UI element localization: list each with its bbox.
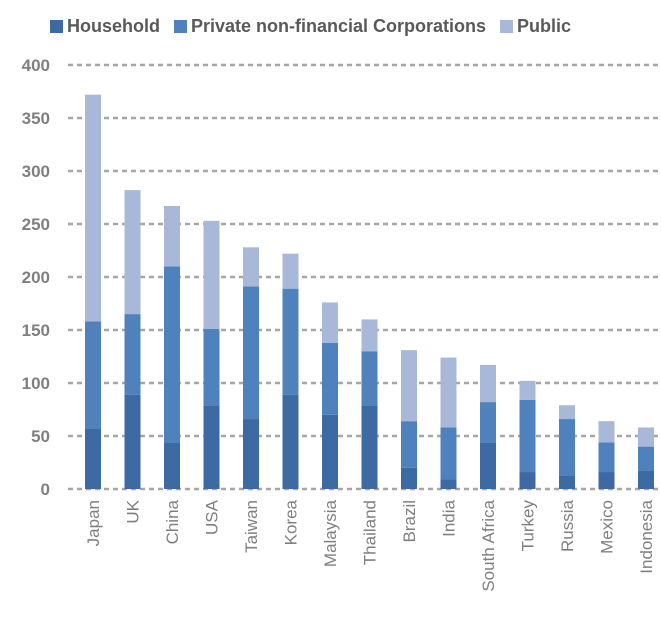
y-tick-label: 50 xyxy=(31,427,50,446)
bar-segment-household-malaysia xyxy=(322,414,338,489)
bar-segment-public-uk xyxy=(124,190,141,315)
legend-swatch-corporations xyxy=(174,20,187,33)
bar-segment-public-taiwan xyxy=(243,247,259,287)
bar-segment-private-non-financial-corporations-turkey xyxy=(519,399,536,473)
bar-segment-household-uk xyxy=(124,394,141,489)
y-tick-label: 0 xyxy=(41,480,50,499)
x-tick-label: Japan xyxy=(84,500,103,546)
legend-swatch-public xyxy=(500,20,514,33)
bar-segment-private-non-financial-corporations-mexico xyxy=(598,442,615,473)
bar-segment-private-non-financial-corporations-brazil xyxy=(401,421,417,468)
x-tick-label: Turkey xyxy=(519,500,538,552)
bar-segment-household-japan xyxy=(85,428,101,489)
bar-segment-public-turkey xyxy=(519,380,536,400)
x-tick-label: Korea xyxy=(282,499,301,545)
bar-segment-household-taiwan xyxy=(243,419,259,489)
bar-segment-private-non-financial-corporations-uk xyxy=(124,314,141,395)
y-tick-label: 250 xyxy=(22,215,50,234)
bar-segment-household-india xyxy=(440,479,457,489)
x-tick-label: Taiwan xyxy=(242,500,261,553)
bar-segment-private-non-financial-corporations-russia xyxy=(559,419,575,476)
y-tick-label: 100 xyxy=(22,374,50,393)
bar-segment-public-russia xyxy=(559,405,575,420)
bar-segment-private-non-financial-corporations-malaysia xyxy=(322,342,338,415)
bar-segment-household-indonesia xyxy=(638,470,654,489)
x-tick-label: USA xyxy=(203,499,222,535)
x-tick-label: South Africa xyxy=(479,499,498,591)
bar-segment-household-brazil xyxy=(401,467,417,489)
bar-segment-public-japan xyxy=(85,94,101,322)
bar-segment-household-turkey xyxy=(519,472,536,489)
x-tick-label: Malaysia xyxy=(321,499,340,567)
bar-segment-public-thailand xyxy=(361,319,378,352)
bar-segment-public-brazil xyxy=(401,350,417,422)
bar-segment-private-non-financial-corporations-india xyxy=(440,427,457,480)
legend: Household Private non-financial Corporat… xyxy=(50,16,579,37)
bar-segment-household-mexico xyxy=(598,472,615,489)
legend-label-public: Public xyxy=(517,16,572,36)
x-tick-label: India xyxy=(440,499,459,536)
y-tick-label: 150 xyxy=(22,321,50,340)
bar-segment-public-indonesia xyxy=(638,427,654,447)
bar-segment-household-china xyxy=(164,442,180,489)
x-tick-label: Mexico xyxy=(598,500,617,554)
bar-segment-private-non-financial-corporations-south-africa xyxy=(480,402,496,443)
x-tick-label: Thailand xyxy=(361,500,380,565)
y-tick-label: 300 xyxy=(22,162,50,181)
x-tick-label: China xyxy=(163,499,182,544)
bar-segment-household-thailand xyxy=(361,405,378,489)
bar-segment-private-non-financial-corporations-china xyxy=(164,266,180,443)
bar-segment-household-usa xyxy=(203,405,220,489)
y-axis-ticks: 0 50 100 150 200 250 300 350 400 xyxy=(22,56,50,499)
bar-segment-private-non-financial-corporations-usa xyxy=(203,328,220,406)
y-tick-label: 400 xyxy=(22,56,50,75)
legend-label-corporations: Private non-financial Corporations xyxy=(191,16,487,36)
bar-segment-household-south-africa xyxy=(480,442,496,489)
bar-segment-public-mexico xyxy=(598,421,615,443)
bar-segment-private-non-financial-corporations-thailand xyxy=(361,351,378,406)
bar-segment-household-russia xyxy=(559,475,575,489)
legend-item-public: Public xyxy=(500,16,571,37)
bar-segment-public-china xyxy=(164,205,180,267)
y-tick-label: 200 xyxy=(22,268,50,287)
bar-segment-private-non-financial-corporations-indonesia xyxy=(638,446,654,471)
y-tick-label: 350 xyxy=(22,109,50,128)
x-tick-label: Indonesia xyxy=(637,499,656,573)
bar-segment-public-south-africa xyxy=(480,364,496,403)
legend-swatch-household xyxy=(50,20,63,33)
x-tick-label: UK xyxy=(124,499,143,523)
x-axis-labels: Japan UK China USA Taiwan Korea Malaysia Thaila… xyxy=(84,499,656,591)
bar-segment-private-non-financial-corporations-taiwan xyxy=(243,286,259,420)
bar-segment-private-non-financial-corporations-korea xyxy=(282,288,299,395)
x-tick-label: Brazil xyxy=(400,500,419,543)
bars xyxy=(85,94,654,489)
bar-segment-private-non-financial-corporations-japan xyxy=(85,321,101,429)
legend-label-household: Household xyxy=(67,16,160,36)
bar-segment-public-korea xyxy=(282,253,299,289)
bar-segment-public-usa xyxy=(203,220,220,329)
x-tick-label: Russia xyxy=(558,499,577,552)
bar-segment-household-korea xyxy=(282,394,299,489)
legend-item-corporations: Private non-financial Corporations xyxy=(174,16,486,37)
bar-segment-public-malaysia xyxy=(322,302,338,343)
legend-item-household: Household xyxy=(50,16,160,37)
bar-segment-public-india xyxy=(440,357,457,428)
